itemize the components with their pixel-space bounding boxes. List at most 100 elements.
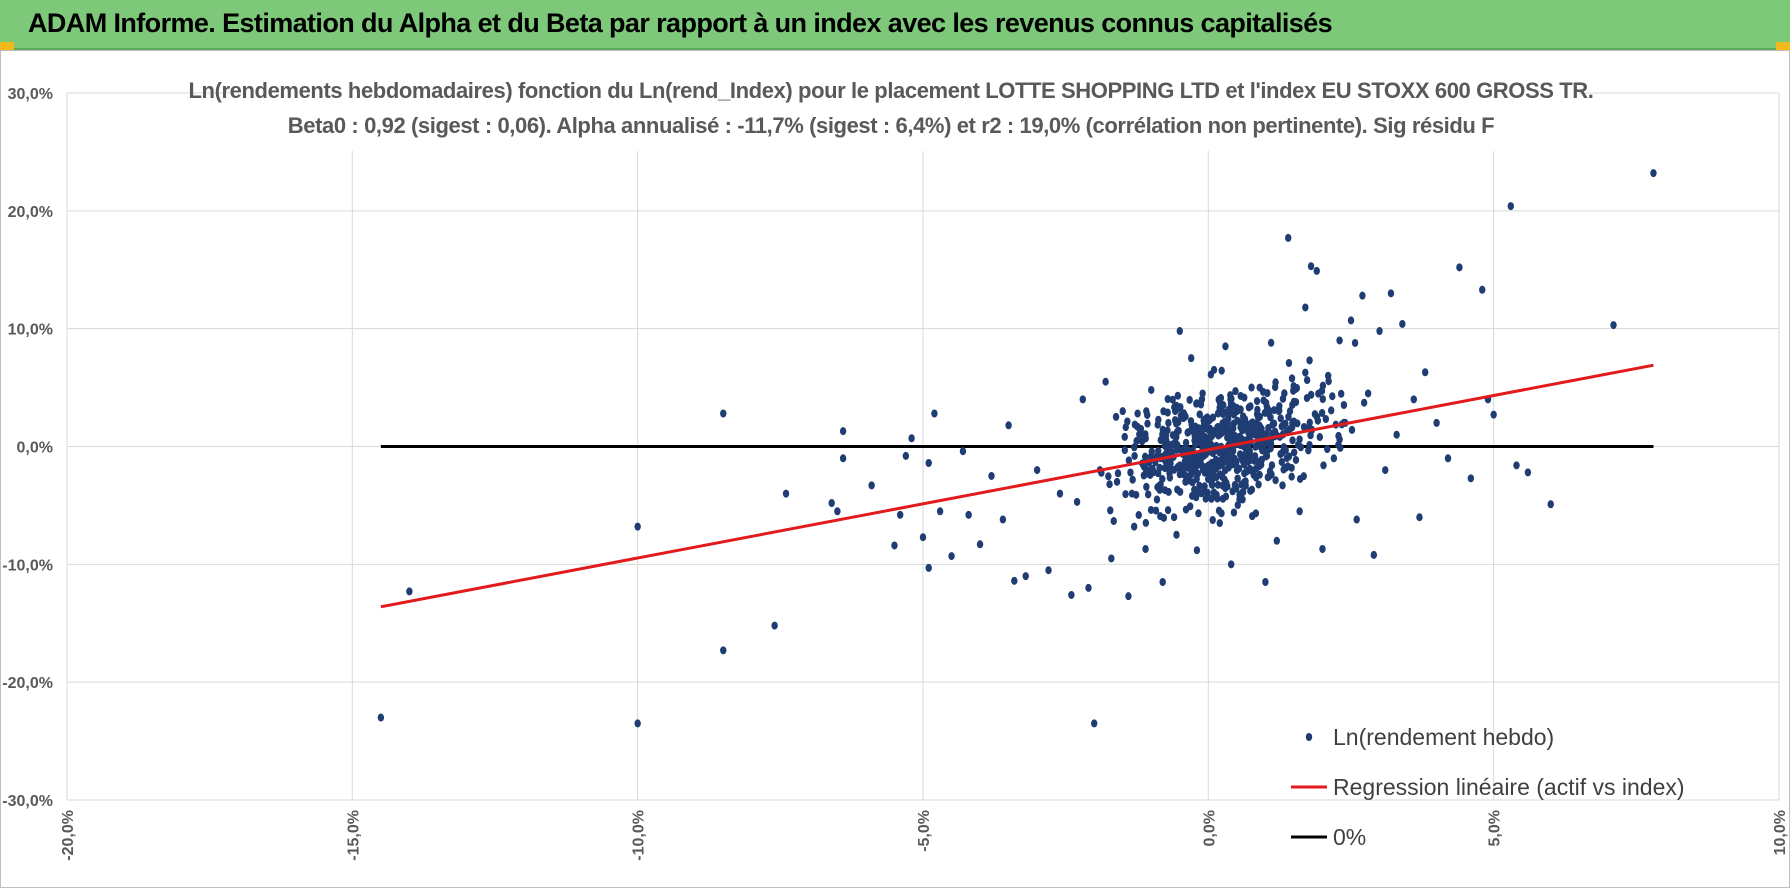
data-point [1112,412,1120,421]
data-point [1316,433,1324,442]
data-point [1507,202,1514,211]
data-point [1433,418,1440,427]
data-point [1186,458,1193,467]
data-point [1288,374,1296,383]
data-point [1277,414,1284,423]
data-point [1236,450,1244,459]
data-point [1318,408,1326,417]
data-point [1133,437,1140,446]
data-point [965,510,972,519]
y-tick-label: -20,0% [2,675,53,692]
data-point [1262,578,1269,587]
data-point [1234,465,1241,474]
data-point [1253,397,1261,406]
data-point [1282,446,1289,455]
data-point [1177,411,1185,420]
data-point [1230,410,1238,419]
data-point [1285,359,1293,368]
data-point [1130,522,1138,531]
legend-label: Regression linéaire (actif vs index) [1333,774,1685,800]
data-point [720,646,727,655]
data-point [1399,319,1406,328]
data-point [1198,395,1206,404]
data-point [1091,719,1098,728]
data-point [1319,395,1327,404]
data-point [1286,407,1294,416]
x-tick-label: -15,0% [345,810,362,861]
chart-title-line-2: Beta0 : 0,92 (sigest : 0,06). Alpha annu… [288,113,1494,138]
data-point [1208,494,1215,503]
data-point [406,587,413,596]
data-point [634,719,641,728]
data-point [1232,387,1239,396]
data-point [1242,450,1249,459]
data-point [1238,489,1245,498]
data-point [1011,576,1018,585]
data-point [1319,381,1327,390]
data-point [1292,398,1300,407]
data-point [1336,336,1343,345]
data-point [1213,490,1220,499]
data-point [1421,368,1429,377]
data-point [1234,474,1241,483]
data-point [1165,418,1172,427]
data-point [1125,592,1132,601]
data-point [1272,476,1279,485]
data-point [1258,424,1265,433]
data-point [1219,472,1226,481]
data-point [1328,406,1335,415]
scatter-points [377,169,1657,728]
x-tick-label: 0,0% [1201,810,1218,846]
y-axis-tick-labels: -30,0% -20,0% -10,0% 0,0% 10,0% 20,0% 30,0% [2,86,53,810]
data-point [1319,545,1326,554]
data-point [1220,427,1228,436]
data-point [948,552,955,561]
data-point [1238,417,1246,426]
data-point [1161,486,1169,495]
data-point [1185,472,1192,481]
data-point [1302,368,1309,377]
data-point [1022,572,1029,581]
data-point [1005,421,1012,430]
data-point [908,434,915,443]
data-point [1311,410,1319,419]
data-point [959,447,967,456]
data-point [1143,482,1150,491]
data-point [1650,169,1657,178]
data-point [1128,489,1136,498]
data-point [1102,377,1109,386]
data-point [1456,263,1463,272]
data-point [1248,383,1255,392]
data-point [1176,470,1184,479]
data-point [1351,338,1359,347]
data-point [1182,412,1189,421]
data-point [1122,490,1129,499]
corner-marker-top-left [0,42,14,50]
data-point [1156,481,1163,490]
data-point [1267,338,1275,347]
data-point [1144,490,1152,499]
data-point [1173,445,1180,454]
data-point [1107,506,1114,515]
data-point [1227,399,1235,408]
data-point [634,522,641,531]
data-point [1348,425,1356,434]
data-point [1240,478,1248,487]
data-point [1173,401,1180,410]
data-point [1239,425,1247,434]
data-point [1209,516,1216,525]
data-point [1263,438,1270,447]
data-point [1230,424,1237,433]
data-point [1187,417,1195,426]
y-tick-label: -30,0% [2,793,53,810]
data-point [1289,418,1297,427]
data-point [771,621,778,630]
data-point [1175,418,1182,427]
data-point [1144,419,1151,428]
data-point [1114,469,1122,478]
report-header-bar: ADAM Informe. Estimation du Alpha et du … [0,0,1790,50]
data-point [1216,519,1223,528]
data-point [1186,395,1193,404]
data-point [1174,391,1182,400]
data-point [1209,426,1216,435]
